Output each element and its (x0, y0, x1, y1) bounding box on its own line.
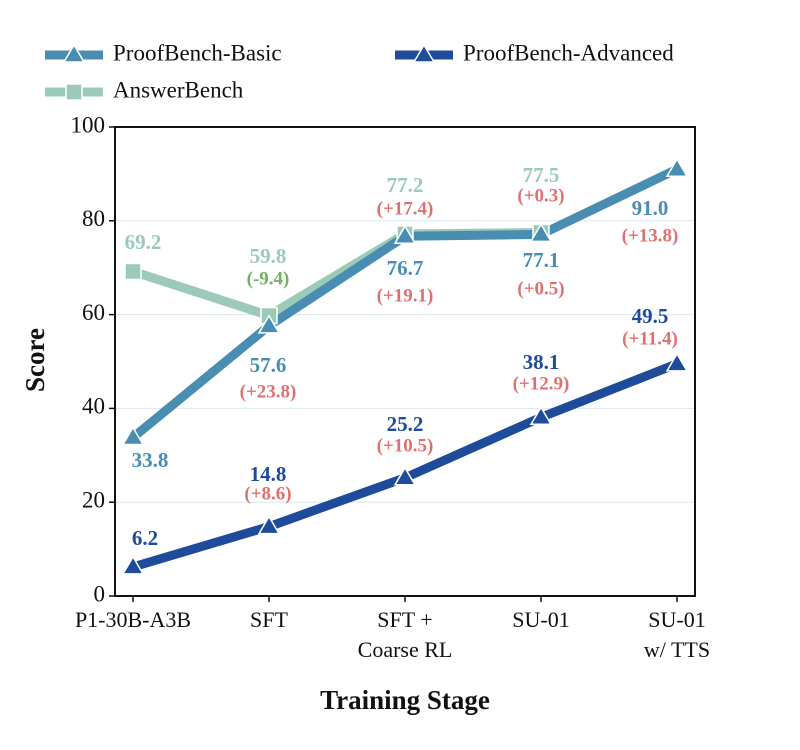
value-label: 59.8 (250, 244, 287, 268)
y-tick-label: 100 (71, 112, 106, 137)
value-label: 77.2 (387, 173, 424, 197)
legend-label: AnswerBench (113, 77, 244, 102)
marker (257, 314, 281, 334)
delta-label: (+10.5) (377, 435, 434, 456)
delta-label: (+12.9) (513, 373, 570, 394)
delta-label: (+8.6) (244, 483, 291, 504)
x-tick-label-line: SFT (250, 607, 288, 632)
y-tick-label: 20 (82, 487, 105, 512)
marker (529, 405, 553, 426)
x-tick-label-line: Coarse RL (358, 637, 453, 662)
value-label: 33.8 (132, 448, 169, 472)
value-label: 69.2 (125, 230, 162, 254)
marker (124, 262, 142, 281)
delta-label: (+13.8) (622, 225, 679, 246)
x-axis-label: Training Stage (320, 685, 490, 715)
marker (529, 222, 553, 243)
x-tick-label-line: SU-01 (512, 607, 569, 632)
marker (665, 352, 689, 372)
value-label: 57.6 (250, 353, 287, 377)
delta-label: (+0.3) (517, 185, 564, 206)
legend-label: ProofBench-Basic (113, 40, 282, 65)
marker (121, 425, 145, 446)
plot-frame (114, 126, 696, 597)
y-tick-label: 40 (82, 394, 105, 419)
value-label: 76.7 (387, 256, 424, 280)
delta-label: (+0.5) (517, 278, 564, 299)
marker (393, 466, 417, 486)
marker (257, 515, 281, 535)
value-label: 49.5 (632, 304, 669, 328)
value-label: 38.1 (523, 350, 560, 374)
marker (65, 83, 83, 101)
value-label: 6.2 (132, 526, 158, 550)
x-tick-label: P1-30B-A3B (75, 607, 191, 632)
y-tick-label: 60 (82, 300, 105, 325)
delta-label: (+19.1) (377, 285, 434, 306)
x-tick-label-line: SFT + (377, 607, 432, 632)
y-axis-label: Score (20, 328, 50, 392)
x-tick-label-line: w/ TTS (644, 637, 710, 662)
x-tick-label: SU-01 w/ TTS (644, 607, 710, 662)
delta-label: (+11.4) (622, 328, 678, 349)
marker (665, 157, 689, 177)
y-tick-label: 0 (94, 581, 106, 606)
x-tick-label-line: P1-30B-A3B (75, 607, 191, 632)
delta-label: (+17.4) (377, 198, 434, 219)
x-tick-label: SFT (250, 607, 288, 632)
marker (121, 555, 145, 575)
x-tick-label: SU-01 (512, 607, 569, 632)
x-tick-label: SFT + Coarse RL (358, 607, 453, 662)
value-label: 77.1 (523, 248, 560, 272)
delta-label: (-9.4) (247, 268, 290, 289)
value-label: 25.2 (387, 412, 424, 436)
marker (62, 43, 86, 63)
y-tick-label: 80 (82, 206, 105, 231)
marker (412, 43, 436, 63)
value-label: 91.0 (632, 196, 669, 220)
delta-label: (+23.8) (240, 381, 297, 402)
value-label: 14.8 (250, 462, 287, 486)
series-line (131, 359, 679, 572)
x-tick-label-line: SU-01 (648, 607, 705, 632)
marker (393, 224, 417, 245)
legend-label: ProofBench-Advanced (463, 40, 674, 65)
value-label: 77.5 (523, 163, 560, 187)
series-line (131, 228, 542, 321)
